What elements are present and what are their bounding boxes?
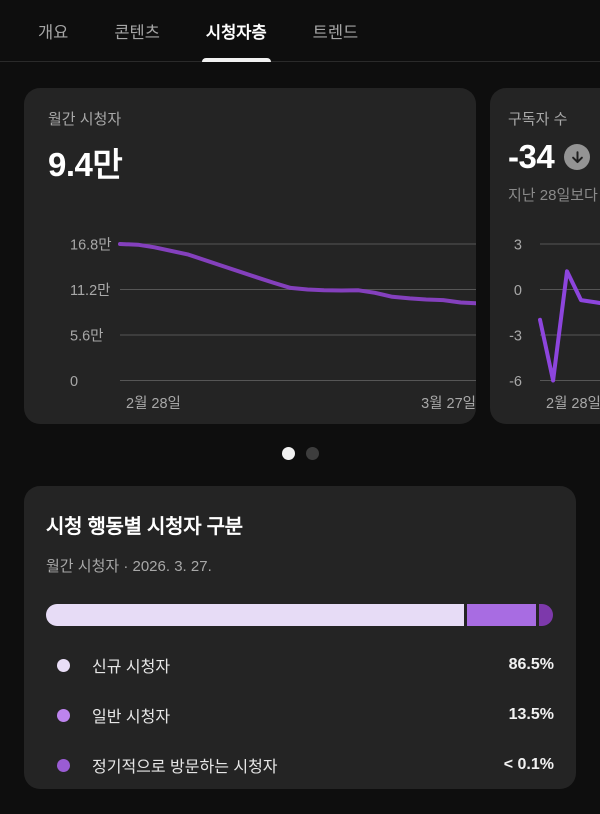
viewer-type-stacked-bar — [46, 604, 557, 626]
svg-text:2월 28일: 2월 28일 — [546, 395, 600, 412]
breakdown-title: 시청 행동별 시청자 구분 — [46, 516, 243, 538]
viewer-breakdown-card[interactable]: 시청 행동별 시청자 구분 월간 시청자 · 2026. 3. 27. 신규 시… — [24, 486, 576, 789]
svg-text:2월 28일: 2월 28일 — [126, 395, 181, 412]
subscribers-value-row: -34 — [508, 138, 600, 176]
legend-label: 일반 시청자 — [92, 709, 171, 726]
legend-dot-regular-viewers — [57, 758, 70, 772]
subscribers-card[interactable]: 구독자 수 -34 지난 28일보다 3 0 -3 -6 2월 28일 — [490, 88, 600, 424]
monthly-viewers-value: 9.4만 — [48, 146, 123, 183]
breakdown-legend: 신규 시청자 86.5% 일반 시청자 13.5% 정기적으로 방문하는 시청자… — [46, 640, 554, 790]
svg-text:3월 27일: 3월 27일 — [421, 395, 476, 412]
svg-text:16.8만: 16.8만 — [70, 237, 112, 254]
legend-dot-new-viewers — [57, 658, 70, 672]
tab-trends[interactable]: 트렌드 — [312, 23, 359, 42]
subscribers-value: -34 — [508, 138, 555, 175]
subscribers-label: 구독자 수 — [508, 111, 568, 128]
carousel-pagination — [0, 446, 600, 460]
svg-text:0: 0 — [70, 374, 78, 390]
monthly-viewers-card[interactable]: 월간 시청자 9.4만 16.8만 11.2만 5.6만 0 2월 28일 3월 27일 — [24, 88, 476, 424]
legend-label: 정기적으로 방문하는 시청자 — [92, 759, 278, 776]
svg-text:0: 0 — [514, 283, 522, 299]
tab-content[interactable]: 콘텐츠 — [114, 23, 160, 42]
carousel-dot[interactable] — [305, 446, 319, 460]
svg-text:-3: -3 — [509, 329, 522, 345]
legend-value: < 0.1% — [503, 756, 554, 773]
legend-dot-casual-viewers — [57, 708, 70, 722]
legend-value: 13.5% — [508, 706, 554, 723]
legend-value: 86.5% — [508, 656, 554, 673]
svg-text:11.2만: 11.2만 — [70, 282, 111, 299]
tab-audience[interactable]: 시청자층 — [201, 0, 271, 62]
monthly-viewers-label: 월간 시청자 — [48, 111, 122, 128]
bar-segment-new-viewers — [46, 604, 464, 626]
analytics-tabbar: 개요 콘텐츠 시청자층 트렌드 — [0, 0, 600, 62]
tab-overview[interactable]: 개요 — [38, 23, 69, 42]
breakdown-subtitle: 월간 시청자 · 2026. 3. 27. — [46, 558, 212, 575]
subscribers-chart: 3 0 -3 -6 2월 28일 — [509, 238, 600, 412]
legend-item: 신규 시청자 86.5% — [46, 640, 554, 690]
arrow-down-circle-icon — [564, 144, 591, 170]
bar-segment-regular-viewers — [538, 604, 553, 626]
monthly-viewers-chart: 16.8만 11.2만 5.6만 0 2월 28일 3월 27일 — [70, 237, 476, 412]
legend-label: 신규 시청자 — [92, 659, 171, 676]
subscribers-compare-text: 지난 28일보다 — [508, 187, 598, 204]
legend-item: 일반 시청자 13.5% — [46, 690, 554, 740]
svg-text:3: 3 — [514, 238, 522, 254]
svg-text:-6: -6 — [509, 374, 522, 390]
carousel-dot[interactable] — [281, 446, 295, 460]
bar-segment-casual-viewers — [466, 604, 536, 626]
svg-text:5.6만: 5.6만 — [70, 328, 104, 345]
legend-item: 정기적으로 방문하는 시청자 < 0.1% — [46, 740, 554, 790]
stat-card-carousel: 월간 시청자 9.4만 16.8만 11.2만 5.6만 0 2월 28일 3월 27일 … — [0, 88, 600, 424]
